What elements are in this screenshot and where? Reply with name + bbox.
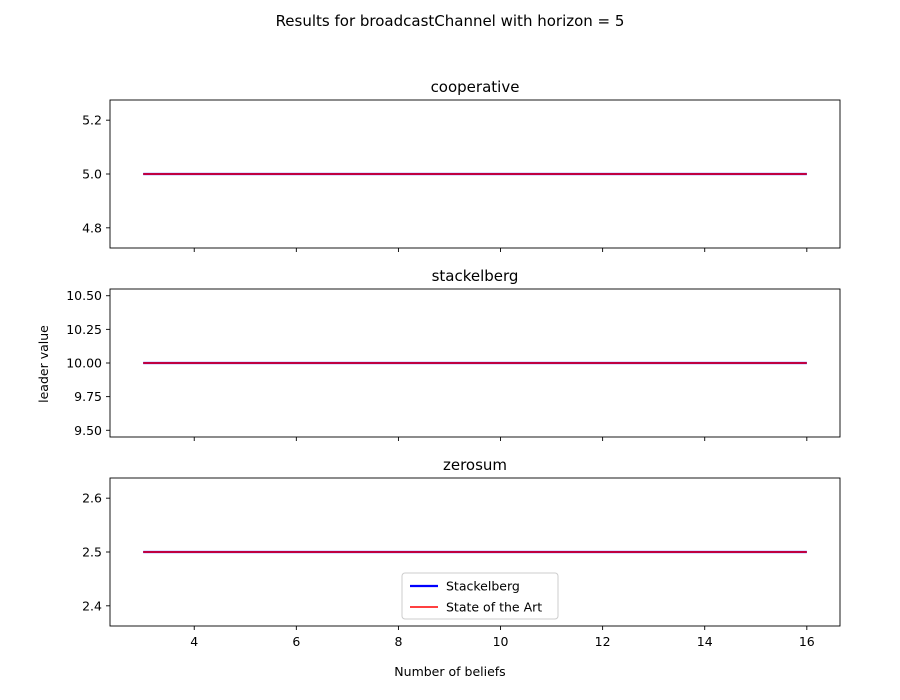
y-tick-label: 2.6 [82, 491, 102, 506]
y-tick-label: 10.00 [66, 356, 102, 371]
y-tick-label: 5.2 [82, 113, 102, 128]
y-tick-label: 10.50 [66, 288, 102, 303]
y-tick-label: 9.75 [74, 389, 102, 404]
x-tick-label: 14 [697, 634, 713, 649]
y-tick-label: 10.25 [66, 322, 102, 337]
legend-box [401, 572, 559, 620]
x-tick-label: 8 [394, 634, 402, 649]
legend-label: State of the Art [446, 600, 542, 615]
subplot-stackelberg: stackelberg 9.50 9.75 10.00 10.25 10.50 [66, 267, 841, 441]
x-tick-label: 6 [292, 634, 300, 649]
y-tick-label: 5.0 [82, 167, 102, 182]
subplots: cooperative 4.8 5.0 5.2 stackelberg 9.50 9.75 1… [66, 78, 841, 649]
figure-title: Results for broadcastChannel with horizo… [276, 12, 625, 30]
x-tick-label: 4 [190, 634, 198, 649]
x-axis-label: Number of beliefs [394, 664, 505, 679]
y-tick-label: 2.5 [82, 545, 102, 560]
x-tick-label: 12 [595, 634, 611, 649]
y-tick-label: 4.8 [82, 220, 102, 235]
y-tick-label: 9.50 [74, 423, 102, 438]
legend: Stackelberg State of the Art [401, 572, 559, 620]
subplot-title: stackelberg [432, 267, 519, 285]
legend-label: Stackelberg [446, 579, 520, 594]
y-tick-label: 2.4 [82, 598, 102, 613]
x-tick-label: 10 [493, 634, 509, 649]
subplot-title: zerosum [443, 456, 507, 474]
subplot-title: cooperative [431, 78, 520, 96]
subplot-cooperative: cooperative 4.8 5.0 5.2 [82, 78, 841, 252]
x-tick-label: 16 [799, 634, 815, 649]
y-axis-label: leader value [36, 325, 51, 403]
